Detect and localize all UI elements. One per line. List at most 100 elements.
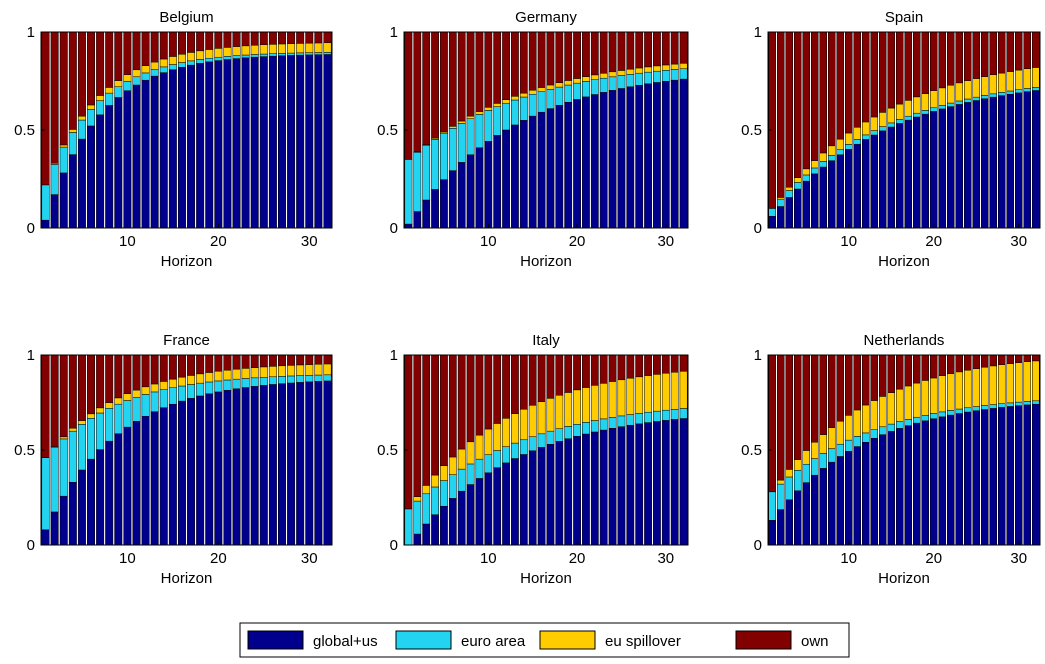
bar-euro-area-14 xyxy=(160,67,167,73)
bar-euro-area-27 xyxy=(990,405,997,409)
y-tick-label: 0.5 xyxy=(377,442,398,459)
bar-euro-area-30 xyxy=(306,53,313,55)
bar-own-31 xyxy=(315,355,322,364)
bar-own-2 xyxy=(51,355,58,447)
bar-eu-spillover-8 xyxy=(105,403,112,409)
x-tick-label: 20 xyxy=(925,233,942,250)
bar-global-us-2 xyxy=(777,207,784,228)
bar-euro-area-9 xyxy=(476,114,483,147)
bar-own-23 xyxy=(242,355,249,368)
bar-own-7 xyxy=(96,355,103,408)
bar-global-us-5 xyxy=(803,483,810,545)
bar-own-24 xyxy=(251,32,258,45)
bar-eu-spillover-18 xyxy=(556,83,563,87)
bar-own-11 xyxy=(133,32,140,70)
bar-eu-spillover-26 xyxy=(269,366,276,376)
bar-eu-spillover-9 xyxy=(476,435,483,459)
bar-global-us-1 xyxy=(769,520,776,545)
bar-own-9 xyxy=(115,32,122,81)
bar-eu-spillover-32 xyxy=(324,364,331,375)
bar-euro-area-26 xyxy=(627,74,634,87)
bar-euro-area-10 xyxy=(845,440,852,451)
x-axis-label: Horizon xyxy=(878,570,930,587)
bar-own-27 xyxy=(636,355,643,377)
bar-euro-area-19 xyxy=(206,58,213,62)
bar-euro-area-13 xyxy=(511,100,518,125)
bar-own-21 xyxy=(224,32,231,47)
bar-global-us-4 xyxy=(69,155,76,228)
bar-global-us-13 xyxy=(151,412,158,545)
bar-own-12 xyxy=(862,32,869,122)
bar-euro-area-25 xyxy=(973,97,980,100)
bar-own-2 xyxy=(414,355,421,497)
bar-own-19 xyxy=(922,32,929,94)
bar-own-20 xyxy=(215,355,222,371)
bar-global-us-16 xyxy=(896,428,903,545)
bar-eu-spillover-4 xyxy=(794,460,801,471)
bar-global-us-26 xyxy=(627,425,634,545)
bar-global-us-18 xyxy=(556,441,563,545)
bar-global-us-13 xyxy=(511,459,518,545)
y-tick-label: 0.5 xyxy=(741,442,762,459)
bar-euro-area-12 xyxy=(502,447,509,463)
bar-euro-area-18 xyxy=(913,113,920,117)
bar-eu-spillover-9 xyxy=(115,398,122,404)
bar-global-us-28 xyxy=(998,407,1005,545)
bar-euro-area-18 xyxy=(196,383,203,396)
bar-own-4 xyxy=(69,355,76,428)
bar-eu-spillover-27 xyxy=(278,44,285,53)
bar-eu-spillover-16 xyxy=(896,104,903,119)
bar-own-13 xyxy=(151,32,158,62)
bar-euro-area-7 xyxy=(458,469,465,491)
bar-own-11 xyxy=(494,32,501,103)
bar-global-us-31 xyxy=(1024,405,1031,545)
bar-eu-spillover-2 xyxy=(777,480,784,484)
bar-own-6 xyxy=(449,32,456,126)
bar-eu-spillover-30 xyxy=(1015,363,1022,403)
bar-euro-area-5 xyxy=(803,175,810,181)
bar-eu-spillover-15 xyxy=(529,405,536,436)
bar-euro-area-14 xyxy=(879,427,886,435)
bar-own-11 xyxy=(854,32,861,127)
bar-euro-area-30 xyxy=(662,410,669,420)
bar-own-25 xyxy=(260,32,267,45)
bar-own-3 xyxy=(60,355,67,437)
bar-own-4 xyxy=(794,355,801,460)
bar-euro-area-3 xyxy=(60,439,67,496)
legend-swatch-euro-area xyxy=(396,631,451,649)
bar-euro-area-6 xyxy=(87,418,94,459)
bar-euro-area-1 xyxy=(769,492,776,521)
bar-own-10 xyxy=(124,32,131,75)
bar-euro-area-27 xyxy=(278,53,285,55)
bar-own-11 xyxy=(133,355,140,390)
bar-global-us-22 xyxy=(947,107,954,228)
bar-global-us-11 xyxy=(133,421,140,545)
bar-eu-spillover-20 xyxy=(215,371,222,381)
bar-global-us-20 xyxy=(573,436,580,545)
bar-euro-area-19 xyxy=(565,426,572,438)
bar-eu-spillover-11 xyxy=(494,423,501,450)
bar-euro-area-3 xyxy=(60,147,67,173)
bar-global-us-14 xyxy=(520,455,527,546)
bar-euro-area-23 xyxy=(600,78,607,92)
bar-eu-spillover-26 xyxy=(269,44,276,53)
bar-own-31 xyxy=(315,32,322,43)
bar-eu-spillover-21 xyxy=(582,387,589,422)
bar-euro-area-31 xyxy=(315,53,322,55)
x-axis-label: Horizon xyxy=(161,253,213,270)
bar-own-4 xyxy=(69,32,76,129)
bar-global-us-32 xyxy=(324,381,331,545)
bar-own-17 xyxy=(187,32,194,52)
bar-global-us-8 xyxy=(828,161,835,228)
bar-global-us-14 xyxy=(160,73,167,228)
bar-euro-area-3 xyxy=(423,494,430,524)
bar-own-18 xyxy=(196,32,203,51)
bar-own-5 xyxy=(440,32,447,132)
bar-eu-spillover-20 xyxy=(930,378,937,414)
bar-global-us-9 xyxy=(837,456,844,545)
bar-euro-area-15 xyxy=(888,123,895,127)
bar-eu-spillover-4 xyxy=(69,428,76,431)
bar-eu-spillover-21 xyxy=(224,47,231,56)
